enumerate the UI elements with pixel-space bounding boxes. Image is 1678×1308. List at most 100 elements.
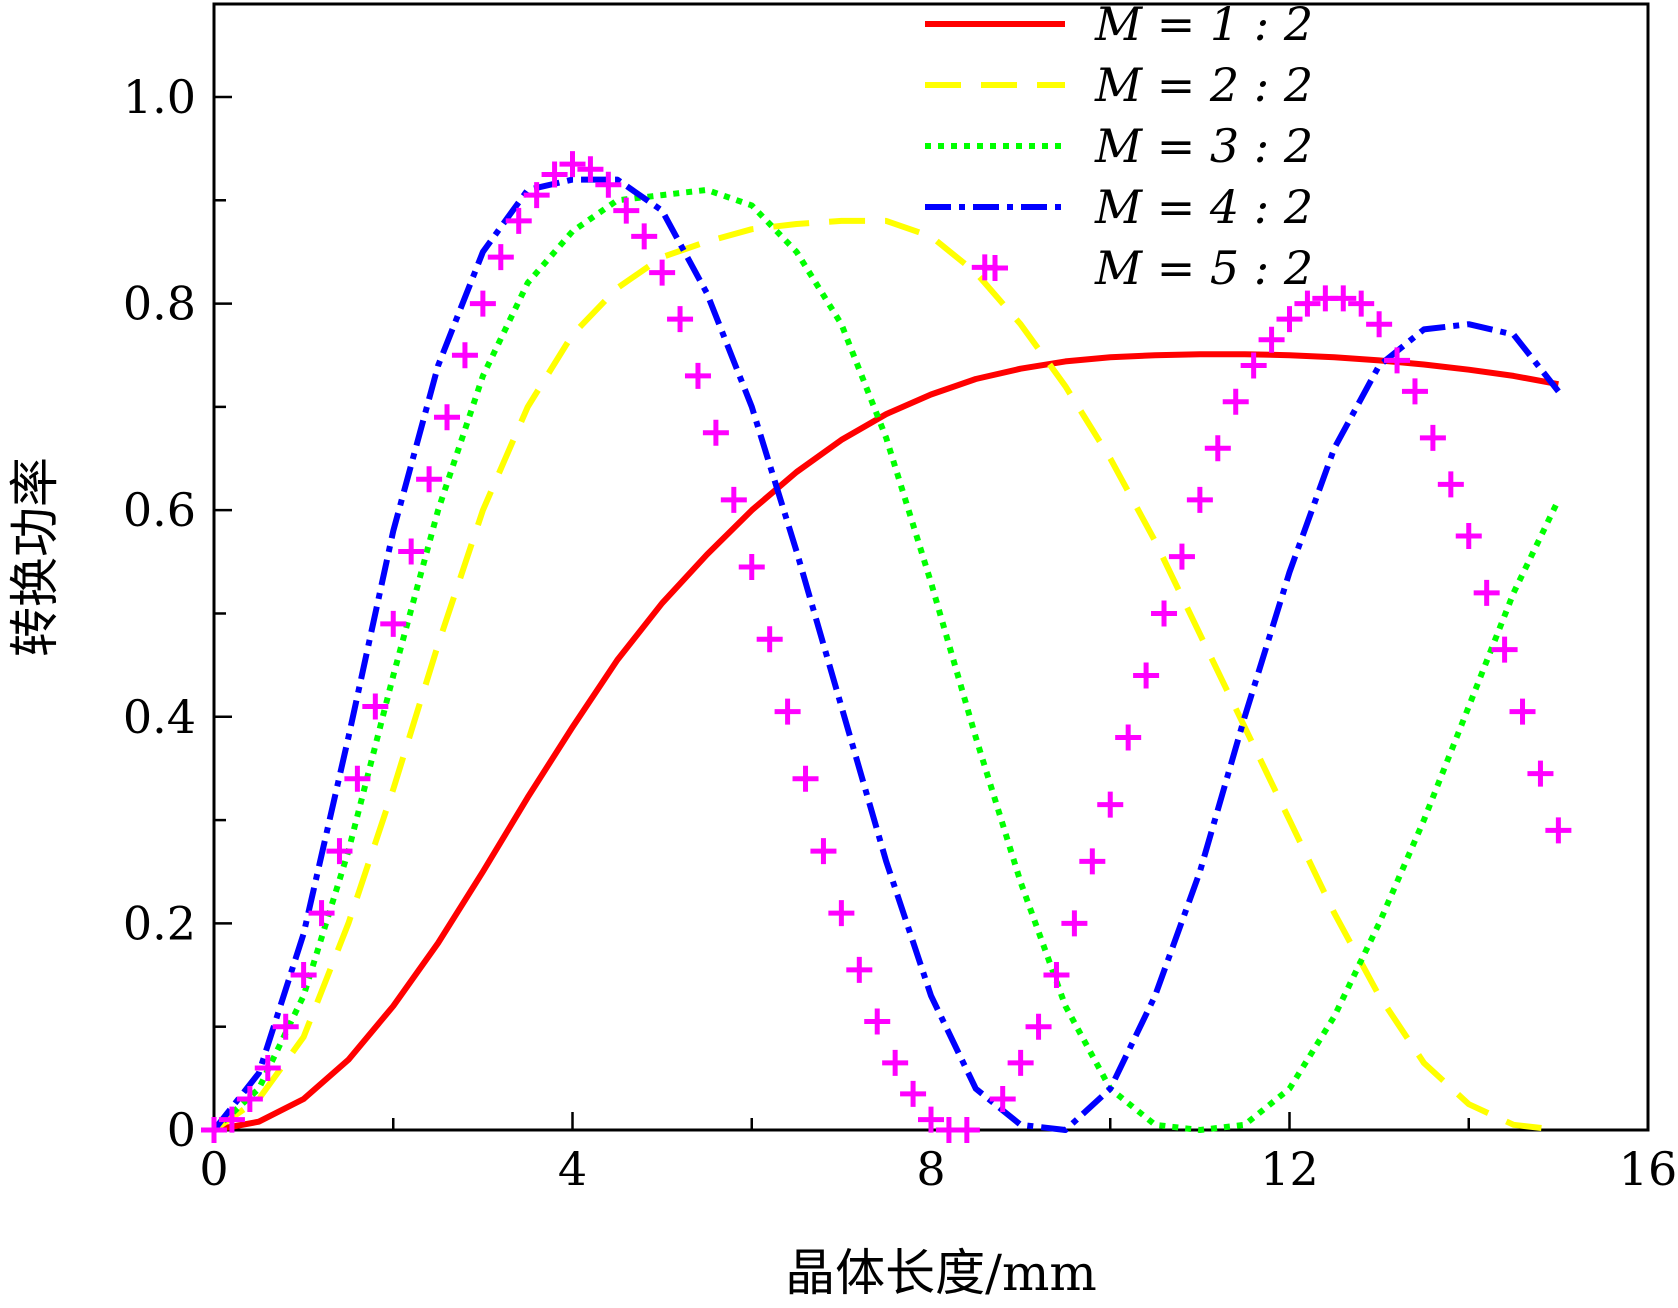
series-5-point — [595, 171, 622, 198]
series-5-point — [254, 1055, 281, 1082]
y-tick-label: 0.2 — [123, 896, 196, 950]
series-5-point — [864, 1008, 891, 1035]
series-5-point — [1222, 388, 1249, 415]
x-tick-label: 16 — [1619, 1142, 1678, 1196]
series-1-line — [213, 351, 1559, 1133]
series-5-point — [434, 404, 461, 431]
legend-entry-3-label: M = 3 : 2 — [1094, 119, 1313, 173]
series-5-point — [1186, 486, 1213, 513]
series-5-point — [1348, 290, 1375, 317]
series-5-point — [416, 466, 443, 493]
y-tick-label: 0 — [167, 1103, 196, 1157]
series-5-point — [218, 1106, 245, 1133]
series-5-point — [326, 838, 353, 865]
y-tick-label: 0.6 — [123, 483, 196, 537]
series-5-point — [846, 956, 873, 983]
series-5-point — [1401, 378, 1428, 405]
series-5-point — [882, 1049, 909, 1076]
series-5-point — [577, 156, 604, 183]
series-5-point — [487, 244, 514, 271]
y-tick-label: 0.4 — [123, 690, 196, 744]
series-5-point — [380, 610, 407, 637]
series-5-point — [1097, 791, 1124, 818]
series-5-point — [1151, 600, 1178, 627]
plot-frame — [212, 2, 1650, 1132]
series-5-point — [1258, 326, 1285, 353]
x-tick-label: 0 — [199, 1142, 228, 1196]
series-5-point — [236, 1086, 263, 1113]
series-5-point — [1204, 435, 1231, 462]
series-5-point — [1419, 424, 1446, 451]
series-5-point — [1437, 471, 1464, 498]
series-5-point — [738, 554, 765, 580]
series-5-point — [756, 626, 783, 653]
legend: M = 1 : 2 M = 2 : 2 M = 3 : 2 M = 4 : 2 M = … — [925, 0, 1313, 295]
series-5-point — [1509, 698, 1536, 725]
series-5-point — [398, 538, 425, 565]
series-5-point — [505, 207, 532, 234]
series-5-point — [451, 342, 478, 369]
series-5-point — [1025, 1013, 1052, 1040]
legend-entry-2-label: M = 2 : 2 — [1094, 58, 1313, 112]
series-5-point — [1473, 579, 1500, 606]
series-5-point — [1527, 760, 1554, 787]
series-5-point — [989, 1086, 1016, 1113]
series-5-point — [559, 151, 586, 178]
series-2-line — [212, 217, 1559, 1133]
series-5-point — [702, 419, 729, 446]
series-5-point — [720, 486, 747, 513]
series-5-point — [1455, 523, 1482, 550]
series-5-point — [900, 1080, 927, 1107]
series-5-point — [828, 900, 855, 927]
series-5-point — [1240, 352, 1267, 379]
y-tick-label: 1.0 — [123, 70, 196, 124]
legend-entry-1-label: M = 1 : 2 — [1094, 0, 1313, 51]
x-tick-label: 12 — [1260, 1142, 1319, 1196]
series-5-point — [362, 693, 389, 720]
series-5-point — [469, 290, 496, 317]
series-5-point — [1366, 311, 1393, 338]
series-5-point — [810, 838, 837, 865]
series-5-point — [290, 962, 317, 989]
series-5-point — [1007, 1049, 1034, 1076]
series-5-point — [1115, 724, 1142, 751]
series-5-markers — [201, 151, 1572, 1143]
series-5-point — [918, 1106, 944, 1133]
x-tick-label: 8 — [916, 1142, 945, 1196]
series-5-point — [774, 698, 801, 725]
series-5-point — [792, 765, 819, 792]
x-axis-title: 晶体长度/mm — [785, 1244, 1097, 1302]
series-5-point — [308, 900, 335, 927]
series-4-line — [211, 176, 1561, 1133]
series-5-point — [1545, 817, 1572, 844]
series-5-point — [953, 1117, 980, 1143]
series-5-point — [1133, 662, 1160, 689]
series-5-point — [1294, 290, 1321, 317]
series-5-point — [667, 306, 694, 333]
series-5-point — [1491, 636, 1518, 663]
series-5-point — [201, 1117, 227, 1143]
legend-entry-5-marker — [982, 255, 1008, 281]
x-tick-label: 4 — [558, 1142, 587, 1196]
series-5-point — [1061, 910, 1088, 937]
series-layer — [201, 151, 1572, 1143]
y-axis-title: 转换功率 — [6, 457, 64, 657]
series-5-point — [523, 182, 550, 209]
series-5-point — [1168, 543, 1195, 570]
series-5-point — [272, 1013, 299, 1040]
series-3-line — [211, 186, 1562, 1133]
series-5-point — [613, 197, 640, 224]
axes: 0 4 8 12 16 0 0.2 0.4 0.6 0.8 1.0 — [123, 2, 1678, 1196]
y-tick-label: 0.8 — [123, 277, 196, 331]
series-5-point — [684, 362, 711, 389]
series-5-point — [1384, 347, 1411, 374]
series-5-point — [541, 161, 568, 188]
series-5-point — [1276, 306, 1303, 333]
series-5-point — [1079, 848, 1106, 875]
series-5-point — [344, 765, 371, 792]
series-5-point — [631, 223, 658, 250]
legend-entry-5-label: M = 5 : 2 — [1094, 241, 1313, 295]
series-5-point — [1330, 285, 1357, 312]
legend-entry-4-label: M = 4 : 2 — [1094, 180, 1313, 234]
